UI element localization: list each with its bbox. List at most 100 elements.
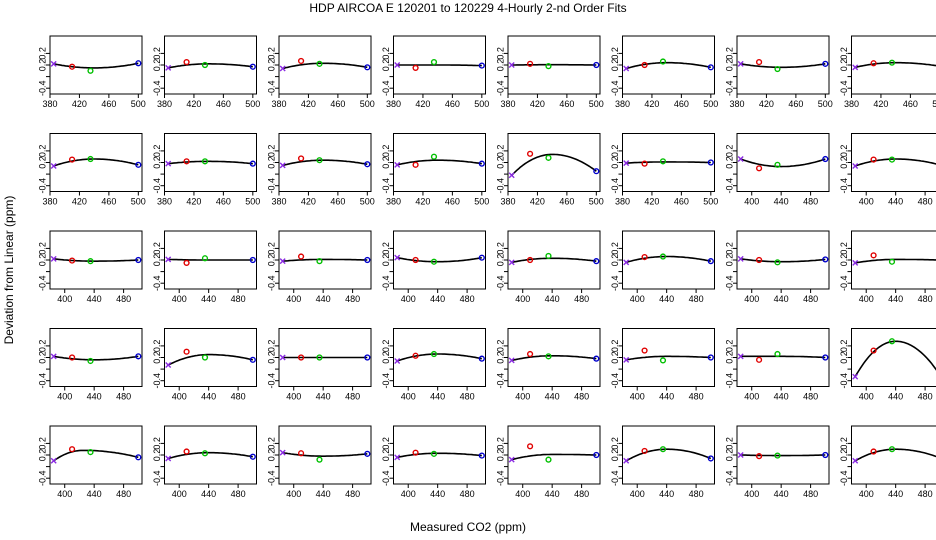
panel: -0.4 0.20.2 400 440 480: [152, 230, 257, 304]
point-high: [478, 254, 485, 261]
point-mid2: [774, 259, 781, 266]
point-low: [623, 160, 630, 167]
fit-curve: [740, 454, 826, 457]
point-low: [165, 160, 172, 167]
y-tick-label: 0.2: [152, 449, 162, 462]
x-tick-label: 420: [186, 99, 201, 109]
x-tick-label: 380: [500, 197, 515, 207]
x-tick-label: 480: [345, 392, 360, 402]
panel: -0.4 0.20.2 380 420 460 500: [610, 133, 718, 207]
fit-curve: [626, 161, 711, 164]
y-tick-label: 0.2: [495, 47, 505, 60]
point-mid1: [68, 354, 76, 361]
y-tick-label: 0.2: [839, 242, 849, 255]
y-tick-label: -0.4: [610, 470, 620, 486]
x-tick-label: 400: [630, 489, 645, 499]
x-tick-label: 500: [589, 197, 604, 207]
x-tick-label: 480: [116, 489, 131, 499]
x-tick-label: 500: [474, 197, 489, 207]
y-tick-label: -0.4: [37, 275, 47, 291]
y-tick-label: 0.2: [266, 145, 276, 158]
x-tick-label: 440: [87, 489, 102, 499]
x-tick-label: 480: [918, 294, 933, 304]
point-mid1: [297, 450, 305, 457]
y-tick-label: 0.2: [495, 437, 505, 450]
point-mid1: [297, 155, 305, 162]
fit-curve: [282, 62, 368, 70]
panel: -0.4 0.20.2 380 420 460 500: [724, 35, 833, 109]
point-low: [852, 162, 859, 169]
point-mid1: [755, 58, 763, 66]
panel: -0.4 0.20.2 400 440 480: [266, 230, 372, 304]
fit-curve: [854, 340, 936, 378]
y-tick-label: -0.4: [381, 470, 391, 486]
x-tick-label: 380: [386, 99, 401, 109]
y-tick-label: 0.2: [724, 47, 734, 60]
point-low: [852, 373, 859, 380]
x-tick-label: 460: [674, 197, 689, 207]
x-tick-label: 440: [201, 489, 216, 499]
fit-curve: [625, 448, 712, 462]
y-tick-label: 0.2: [724, 156, 734, 169]
y-tick-label: -0.4: [266, 275, 276, 291]
y-tick-label: -0.4: [266, 470, 276, 486]
point-mid2: [430, 58, 438, 66]
point-low: [737, 60, 744, 67]
panel: -0.4 0.20.2 400 440 480: [610, 230, 715, 304]
y-tick-label: 0.2: [37, 437, 47, 450]
panel: -0.4 0.20.2 380 420 460 500: [495, 35, 604, 109]
x-tick-label: 380: [844, 99, 859, 109]
fit-curve: [626, 355, 711, 361]
x-tick-label: 460: [101, 99, 116, 109]
point-mid1: [755, 256, 763, 264]
point-mid2: [774, 65, 781, 73]
y-tick-label: 0.2: [610, 156, 620, 169]
y-tick-label: 0.2: [839, 145, 849, 158]
x-tick-label: 440: [659, 294, 674, 304]
point-mid2: [888, 156, 896, 163]
point-mid2: [888, 338, 896, 345]
point-low: [737, 255, 744, 262]
y-tick-label: 0.2: [37, 156, 47, 169]
x-tick-label: 380: [157, 197, 172, 207]
panel: -0.4 0.20.2 400 440 480: [839, 425, 936, 499]
point-low: [623, 356, 630, 363]
x-tick-label: 440: [316, 489, 331, 499]
point-high: [707, 354, 714, 361]
x-tick-label: 380: [271, 99, 286, 109]
point-mid1: [297, 57, 305, 65]
panel: -0.4 0.20.2 400 440 480: [381, 328, 486, 402]
point-low: [279, 258, 286, 265]
point-mid1: [526, 60, 534, 67]
point-low: [508, 62, 515, 68]
y-tick-label: 0.2: [610, 351, 620, 364]
panel: -0.4 0.20.2 380 420 460 500: [610, 35, 718, 109]
y-tick-label: 0.2: [152, 242, 162, 255]
point-high: [593, 355, 600, 362]
point-high: [593, 451, 600, 459]
y-tick-label: 0.2: [839, 156, 849, 169]
x-tick-label: 380: [615, 99, 630, 109]
point-low: [50, 457, 57, 464]
y-tick-label: 0.2: [381, 340, 391, 353]
panel: -0.4 0.20.2 400 440 480: [839, 133, 936, 207]
panel: -0.4 0.20.2 380 420 460 500: [266, 35, 375, 109]
fit-curve: [53, 158, 139, 167]
fit-curve: [740, 63, 826, 69]
y-tick-label: -0.4: [152, 275, 162, 291]
point-low: [508, 172, 515, 179]
y-tick-label: 0.2: [37, 59, 47, 72]
y-tick-label: -0.4: [152, 178, 162, 194]
x-tick-label: 420: [186, 197, 201, 207]
point-high: [135, 161, 142, 168]
y-tick-label: 0.2: [495, 145, 505, 158]
y-tick-label: -0.4: [381, 275, 391, 291]
x-tick-label: 500: [703, 99, 718, 109]
y-tick-label: 0.2: [266, 47, 276, 60]
x-tick-label: 420: [644, 197, 659, 207]
fit-curve: [854, 448, 936, 462]
y-tick-label: -0.4: [381, 373, 391, 389]
point-mid2: [659, 158, 667, 165]
point-mark: [623, 160, 630, 167]
y-tick-label: 0.2: [610, 340, 620, 353]
